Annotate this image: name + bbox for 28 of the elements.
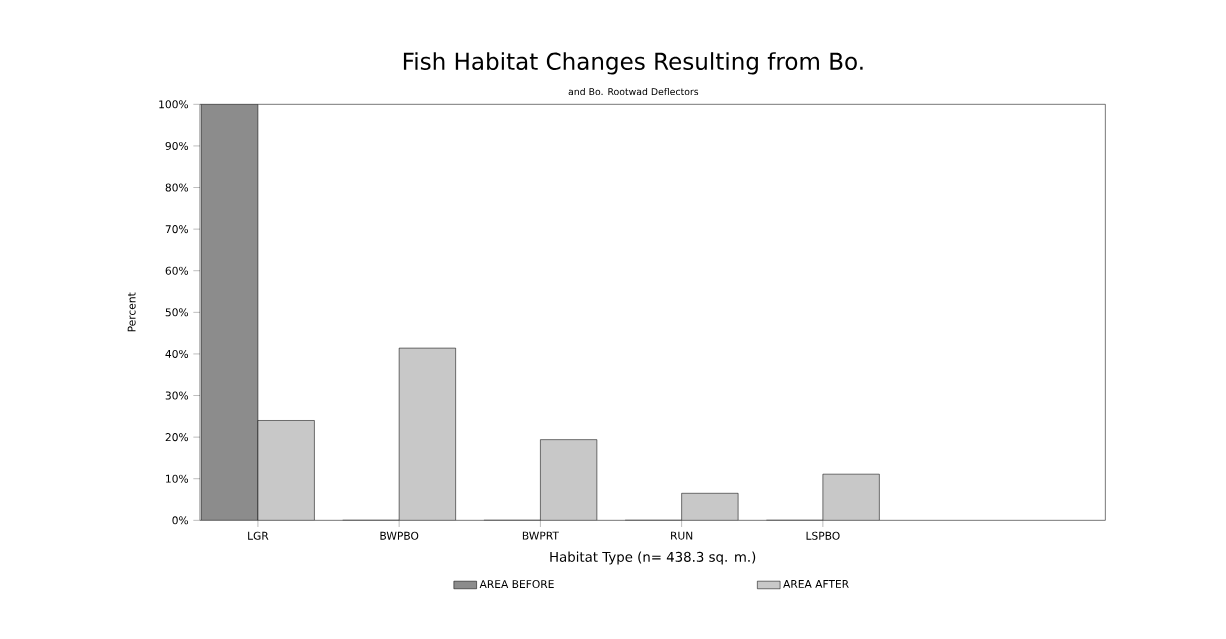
- y-tick-label: 100%: [159, 100, 189, 109]
- y-tick-label: 20%: [165, 433, 189, 442]
- y-tick-label: 10%: [166, 474, 189, 483]
- bar: [257, 420, 315, 521]
- legend-label: AREA BEFORE: [479, 580, 554, 589]
- y-tick-label: 40%: [165, 349, 189, 358]
- y-tick-label: 80%: [165, 183, 189, 192]
- x-axis-title: Habitat Type (n= 438.3 sq. m.): [550, 551, 756, 565]
- y-tick-label: 0%: [172, 516, 189, 525]
- y-tick-label: 90%: [165, 141, 189, 150]
- x-tick-label: BWPRT: [522, 531, 559, 540]
- chart-subtitle: and Bo. Rootwad Deflectors: [568, 87, 699, 96]
- bar: [540, 439, 597, 521]
- bar: [681, 493, 739, 521]
- y-axis-title: Percent: [127, 292, 136, 332]
- x-tick-label: RUN: [671, 531, 693, 540]
- x-tick-label: LGR: [248, 531, 269, 540]
- bar: [201, 104, 259, 521]
- legend-label: AREA AFTER: [783, 580, 849, 588]
- bar: [398, 347, 456, 521]
- x-tick-label: BWPBO: [380, 531, 419, 540]
- y-tick-label: 30%: [165, 391, 189, 400]
- bar: [822, 473, 880, 521]
- y-tick-label: 70%: [165, 225, 189, 234]
- chart-title: Fish Habitat Changes Resulting from Bo.: [403, 52, 863, 75]
- x-tick-label: LSPBO: [806, 531, 840, 540]
- y-tick-label: 50%: [165, 308, 189, 317]
- y-tick-label: 60%: [165, 266, 189, 275]
